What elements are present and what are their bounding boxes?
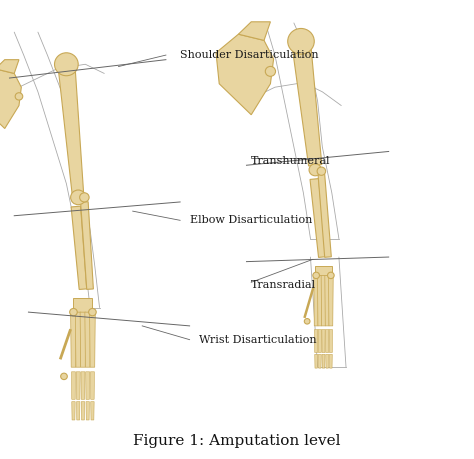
Polygon shape <box>71 206 87 290</box>
Circle shape <box>55 53 78 76</box>
Polygon shape <box>90 312 95 367</box>
Polygon shape <box>310 179 326 257</box>
Polygon shape <box>319 354 321 368</box>
Polygon shape <box>71 312 76 367</box>
Polygon shape <box>0 60 19 73</box>
Polygon shape <box>75 312 81 367</box>
Text: Shoulder Disarticulation: Shoulder Disarticulation <box>180 50 319 60</box>
Polygon shape <box>329 330 332 353</box>
Circle shape <box>304 319 310 324</box>
Circle shape <box>89 308 96 316</box>
Circle shape <box>15 93 23 100</box>
Text: Wrist Disarticulation: Wrist Disarticulation <box>199 335 317 345</box>
Polygon shape <box>76 402 80 420</box>
Polygon shape <box>326 354 328 368</box>
Polygon shape <box>58 63 84 198</box>
Circle shape <box>317 167 326 175</box>
Circle shape <box>70 308 77 316</box>
Circle shape <box>61 373 67 380</box>
Text: Figure 1: Amputation level: Figure 1: Amputation level <box>133 433 341 448</box>
Polygon shape <box>91 402 94 420</box>
Polygon shape <box>318 275 322 326</box>
Polygon shape <box>81 402 85 420</box>
Polygon shape <box>85 312 91 367</box>
Polygon shape <box>315 354 318 368</box>
Polygon shape <box>72 402 75 420</box>
Polygon shape <box>86 402 90 420</box>
Circle shape <box>313 272 319 279</box>
Polygon shape <box>81 202 93 289</box>
Circle shape <box>80 193 89 202</box>
Polygon shape <box>86 372 90 399</box>
Polygon shape <box>328 275 333 326</box>
Polygon shape <box>325 275 329 326</box>
Polygon shape <box>314 275 319 326</box>
Circle shape <box>265 67 275 76</box>
Polygon shape <box>238 22 270 40</box>
Polygon shape <box>326 330 329 353</box>
Circle shape <box>71 190 86 205</box>
Text: Transhumeral: Transhumeral <box>251 156 331 166</box>
Text: Elbow Disarticulation: Elbow Disarticulation <box>190 215 312 225</box>
Polygon shape <box>322 354 325 368</box>
Polygon shape <box>76 372 80 399</box>
Polygon shape <box>80 312 86 367</box>
Polygon shape <box>0 69 21 129</box>
Polygon shape <box>321 275 326 326</box>
Circle shape <box>309 164 321 176</box>
Polygon shape <box>292 40 322 166</box>
Polygon shape <box>318 174 331 257</box>
Polygon shape <box>318 330 321 353</box>
Polygon shape <box>329 354 332 368</box>
Polygon shape <box>73 298 92 312</box>
Circle shape <box>288 28 314 54</box>
Polygon shape <box>216 34 273 115</box>
Polygon shape <box>322 330 325 353</box>
Polygon shape <box>315 330 318 353</box>
Polygon shape <box>81 372 85 399</box>
Polygon shape <box>91 372 94 399</box>
Polygon shape <box>72 372 75 399</box>
Circle shape <box>328 272 334 279</box>
Polygon shape <box>315 266 332 275</box>
Text: Transradial: Transradial <box>251 280 316 290</box>
